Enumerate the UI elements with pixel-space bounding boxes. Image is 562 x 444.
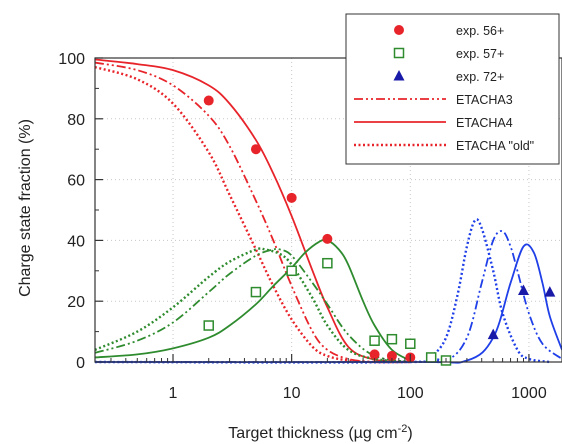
point-57 [250,286,262,298]
legend-label: exp. 56+ [456,24,504,38]
y-tick-label: 40 [67,233,85,250]
point-56 [369,349,380,360]
legend-label: ETACHA4 [456,116,513,130]
point-57 [369,335,380,346]
x-axis-label-superscript: -2 [398,423,408,435]
point-56 [203,95,214,106]
y-tick-label: 20 [67,294,85,311]
curve-57-etacha3 [94,247,411,363]
legend-label: exp. 72+ [456,70,504,84]
point-72 [487,328,499,340]
point-56 [250,144,261,155]
legend-swatch-circle [394,25,404,35]
point-57 [286,265,297,277]
point-72 [544,286,556,297]
x-axis-label: Target thickness (µg cm-2) [228,423,412,442]
axis-ticks [95,57,530,363]
legend-label: ETACHA "old" [456,139,534,153]
x-axis-label-main: Target thickness (µg cm [228,425,397,442]
curve-57-etacha4 [94,238,411,362]
point-56 [386,350,397,361]
legend-label: exp. 57+ [456,47,504,61]
x-tick-label: 1 [169,385,178,402]
curve-57-etacha-old [94,247,411,364]
x-axis-label-close: ) [407,425,412,442]
experimental-points [203,95,556,366]
point-57 [203,320,214,331]
tick-labels: 0 20 40 60 80 100 1 10 100 1000 [58,51,547,402]
point-57 [405,338,416,350]
point-72 [518,284,530,296]
point-57 [322,257,333,269]
grid-lines [95,58,562,362]
legend: exp. 56+ exp. 57+ exp. 72+ ETACHA3 ETACHA4 ET… [345,13,560,165]
point-57 [425,352,437,363]
curve-72-etacha3 [94,230,562,364]
x-tick-label: 1000 [511,385,547,402]
x-tick-label: 100 [397,385,424,402]
point-57 [386,333,398,345]
x-tick-label: 10 [283,385,301,402]
point-56 [322,233,333,244]
legend-box [345,13,560,165]
curve-56-etacha3 [94,61,411,364]
legend-swatch-triangle [393,70,405,81]
y-tick-label: 100 [58,51,85,68]
point-56 [286,192,297,203]
legend-label: ETACHA3 [456,93,513,107]
legend-swatch-open-square [393,47,405,59]
y-tick-label: 60 [67,173,85,190]
curve-56-etacha4 [94,58,411,363]
y-tick-label: 80 [67,112,85,129]
y-tick-label: 0 [76,355,85,372]
y-axis-label: Charge state fraction (%) [17,119,34,297]
